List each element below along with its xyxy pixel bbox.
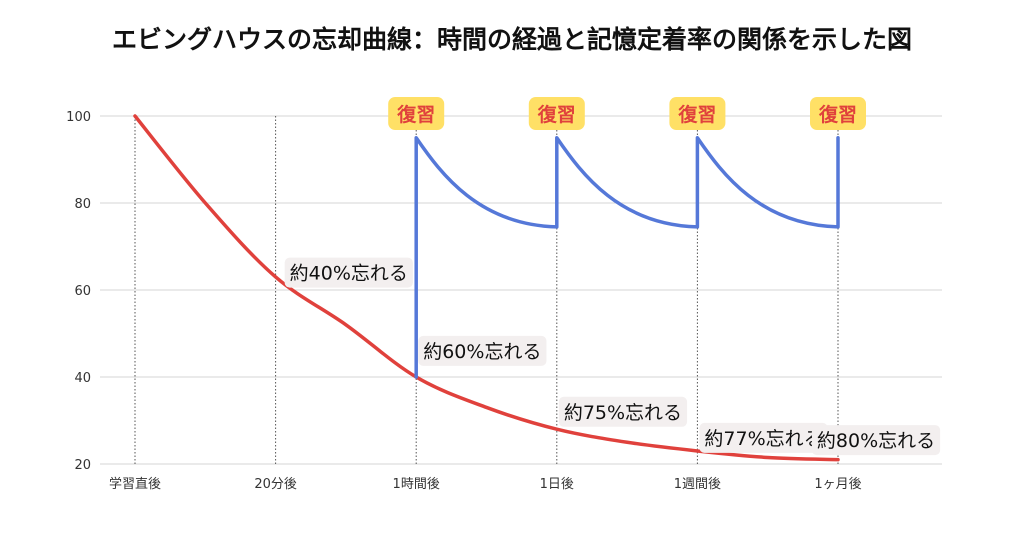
- annotation-label-bg: [284, 257, 413, 288]
- review-badge-label: 復習: [677, 103, 716, 126]
- annotation-label-bg: [418, 335, 547, 366]
- annotation-label-bg: [699, 422, 828, 453]
- series-layer: [133, 114, 840, 462]
- annotation-label: 約40%忘れる: [290, 263, 408, 285]
- review-badge-label: 復習: [396, 103, 435, 126]
- annotation-label-bg: [558, 396, 688, 427]
- review-badge-bg: [528, 97, 585, 130]
- grid-layer: [100, 115, 942, 465]
- y-tick-label: 80: [74, 197, 91, 212]
- review-badge-bg: [669, 97, 726, 130]
- x-tick-label: 1ヶ月後: [814, 477, 861, 492]
- forgetting-curve-line: [133, 114, 840, 462]
- annotation-label: 約80%忘れる: [817, 430, 935, 452]
- annotation-label: 約75%忘れる: [564, 402, 682, 424]
- x-tick-label: 1日後: [540, 477, 574, 492]
- chart-title: エビングハウスの忘却曲線：時間の経過と記憶定着率の関係を示した図: [111, 25, 912, 54]
- y-tick-label: 40: [74, 371, 91, 386]
- y-tick-label: 100: [66, 110, 91, 125]
- annotation-label-bg: [811, 425, 941, 456]
- x-tick-label: 1週間後: [674, 477, 721, 492]
- review-badges: 復習 復習 復習 復習: [388, 97, 866, 130]
- review-badge-label: 復習: [537, 103, 576, 126]
- annotation-label: 約77%忘れる: [704, 428, 822, 450]
- axis-layer: 100 80 60 40 20 学習直後 20分後 1時間後 1日後 1週間後 1ヶ月後: [66, 110, 861, 492]
- y-tick-label: 20: [74, 458, 91, 473]
- x-tick-label: 1時間後: [393, 477, 440, 492]
- review-badge-label: 復習: [818, 103, 857, 126]
- y-tick-label: 60: [74, 284, 91, 299]
- x-tick-label: 学習直後: [109, 476, 161, 492]
- review-badge-bg: [810, 97, 866, 130]
- x-tick-label: 20分後: [254, 477, 297, 492]
- review-curve-line: [414, 136, 840, 379]
- review-badge-bg: [388, 97, 445, 130]
- annotation-label: 約60%忘れる: [423, 341, 541, 363]
